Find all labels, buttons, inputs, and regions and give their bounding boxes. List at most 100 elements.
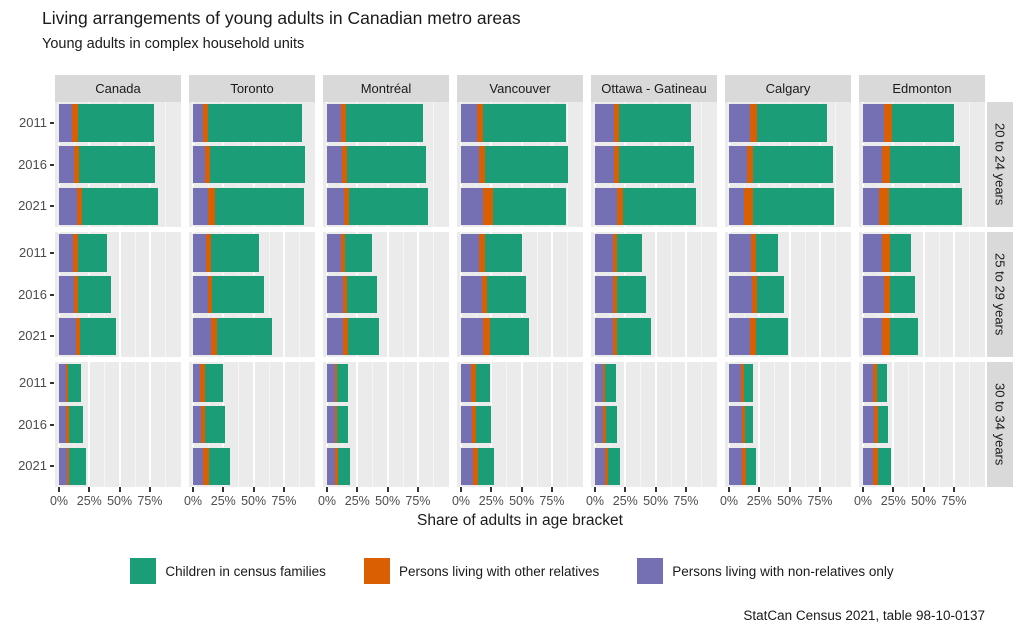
x-axis-tick [550,487,553,492]
bar-segment-non-relatives [461,234,480,272]
bar-segment-children [744,405,754,444]
facet-column-strip: Vancouver [457,75,583,102]
x-axis-label: 25% [210,494,236,508]
facet-panel [457,362,583,487]
y-axis-tick [50,335,54,338]
major-gridline [282,232,285,357]
bar-segment-non-relatives [729,234,751,272]
bar-segment-non-relatives [729,275,753,314]
bar-segment-children [890,317,919,356]
y-axis-tick [50,293,54,296]
bar-segment-children [877,405,888,444]
bar-segment-other-relatives [72,234,78,272]
bar-segment-non-relatives [461,275,482,314]
x-axis-tick [192,487,194,492]
minor-gridline [670,232,672,357]
stacked-bar [193,405,225,444]
stacked-bar [863,317,919,356]
facet-panel [859,362,985,487]
stacked-bar [59,187,159,226]
x-axis-label: 0% [183,494,203,508]
bar-segment-non-relatives [59,187,77,226]
bar-segment-children [477,447,495,486]
bar-segment-children [618,104,692,142]
bar-segment-other-relatives [66,405,69,444]
y-axis-tick [50,251,54,254]
bar-segment-non-relatives [461,447,474,486]
bar-segment-children [337,405,349,444]
bar-segment-other-relatives [483,317,491,356]
bar-segment-non-relatives [595,364,603,402]
bar-segment-children [348,317,380,356]
x-axis-tick [788,487,791,492]
bar-segment-non-relatives [193,364,201,402]
minor-gridline [433,232,435,357]
minor-gridline [835,232,837,357]
minor-gridline [670,362,672,487]
x-axis-tick [282,487,285,492]
y-axis-label: 2016 [18,416,47,432]
bar-segment-non-relatives [59,145,74,184]
stacked-bar [863,364,887,402]
bar-segment-children [204,364,223,402]
bar-segment-non-relatives [193,234,207,272]
bar-segment-non-relatives [193,447,204,486]
x-axis-label: 75% [941,494,967,508]
minor-gridline [402,362,404,487]
bar-segment-children [78,275,112,314]
bar-segment-children [82,187,159,226]
facet-panel [591,232,717,357]
stacked-bar [193,187,304,226]
bar-segment-non-relatives [327,275,343,314]
legend-label: Children in census families [165,563,326,579]
x-axis-tick [416,487,419,492]
major-gridline [788,232,791,357]
bar-segment-other-relatives [473,447,478,486]
facet-panel [591,102,717,227]
bar-segment-children [752,187,835,226]
facet-row-strip: 20 to 24 years [987,102,1013,227]
bar-segment-children [607,447,620,486]
x-axis-label: 50% [777,494,803,508]
y-axis-label: 2021 [18,458,47,474]
x-axis-tick [654,487,657,492]
bar-segment-children [205,405,225,444]
stacked-bar [193,145,306,184]
minor-gridline [640,362,642,487]
minor-gridline [104,362,106,487]
bar-segment-children [217,317,272,356]
bar-segment-non-relatives [863,405,874,444]
bar-segment-non-relatives [863,317,883,356]
bar-segment-children [622,187,697,226]
y-axis-tick [50,423,54,426]
stacked-bar [461,364,491,402]
bar-segment-non-relatives [863,104,884,142]
bar-segment-other-relatives [335,447,339,486]
bar-segment-children [605,405,618,444]
y-axis-label: 2011 [19,244,47,260]
facet-panel [725,232,851,357]
facet-panel [55,362,181,487]
minor-gridline [835,362,837,487]
major-gridline [684,362,687,487]
facet-panel [591,362,717,487]
bar-segment-children [876,364,887,402]
minor-gridline [567,232,569,357]
stacked-bar [729,187,835,226]
bar-segment-non-relatives [595,145,615,184]
x-axis-label: 0% [719,494,739,508]
major-gridline [118,232,121,357]
stacked-bar [59,234,107,272]
major-gridline [88,362,91,487]
facet-panel [457,232,583,357]
x-axis-tick [952,487,955,492]
minor-gridline [536,362,538,487]
stacked-bar [461,275,526,314]
stacked-bar [595,447,620,486]
bar-segment-other-relatives [342,275,347,314]
x-axis-label: 0% [451,494,471,508]
stacked-bar [863,145,960,184]
bar-segment-children [753,145,833,184]
major-gridline [892,362,895,487]
legend-item-non-relatives: Persons living with non-relatives only [637,558,894,584]
